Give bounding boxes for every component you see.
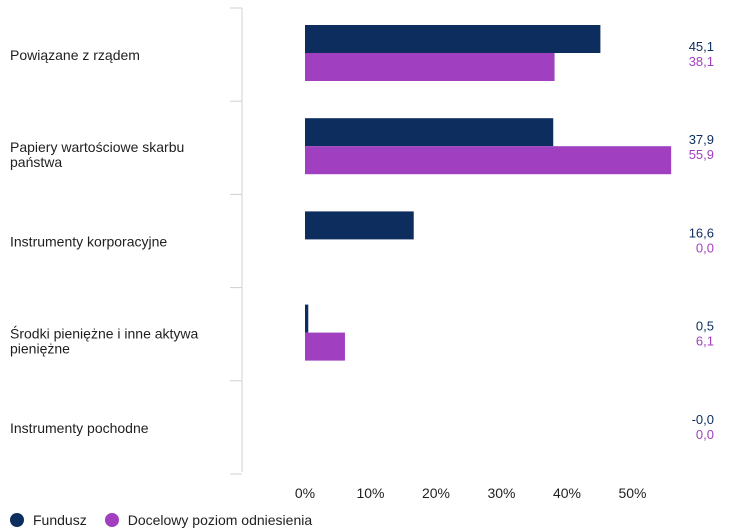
value-label-fundusz: 45,1	[689, 39, 714, 54]
bar-benchmark	[305, 332, 345, 361]
legend-item-fundusz: Fundusz	[10, 512, 87, 528]
category-label: Powiązane z rządem	[10, 47, 140, 63]
legend: Fundusz Docelowy poziom odniesienia	[10, 512, 330, 528]
bar-fundusz	[305, 304, 309, 333]
value-label-fundusz: -0,0	[692, 412, 714, 427]
category-label: Środki pieniężne i inne aktywa pieniężne	[10, 325, 199, 357]
value-label-fundusz: 37,9	[689, 132, 714, 147]
value-label-benchmark: 6,1	[696, 334, 714, 349]
bar-benchmark	[305, 53, 555, 81]
category-label-line: państwa	[10, 154, 62, 170]
category-label-line: pieniężne	[10, 341, 70, 357]
value-label-fundusz: 0,5	[696, 319, 714, 334]
x-tick-label: 0%	[295, 485, 315, 501]
x-tick-label: 10%	[356, 485, 384, 501]
legend-label-fundusz: Fundusz	[33, 512, 87, 528]
category-label-line: Papiery wartościowe skarbu	[10, 139, 184, 155]
legend-label-benchmark: Docelowy poziom odniesienia	[127, 512, 313, 528]
value-label-fundusz: 16,6	[689, 225, 714, 240]
x-tick-label: 30%	[487, 485, 515, 501]
category-label: Papiery wartościowe skarbu państwa	[10, 139, 184, 170]
value-label-benchmark: 55,9	[689, 147, 714, 162]
category-label-line: Powiązane z rządem	[10, 47, 140, 63]
value-label-benchmark: 0,0	[696, 427, 714, 442]
legend-swatch-benchmark	[104, 513, 119, 527]
x-tick-label: 50%	[618, 485, 646, 501]
x-tick-label: 20%	[422, 485, 450, 501]
category-label-line: Instrumenty korporacyjne	[10, 233, 167, 249]
bar-fundusz	[305, 118, 554, 147]
bar-fundusz	[305, 25, 601, 53]
value-label-benchmark: 38,1	[689, 54, 714, 69]
category-label: Instrumenty korporacyjne	[10, 233, 167, 249]
legend-swatch-fundusz	[10, 513, 24, 527]
category-label-line: Instrumenty pochodne	[10, 420, 149, 436]
category-label: Instrumenty pochodne	[10, 420, 149, 436]
category-label-line: Środki pieniężne i inne aktywa	[10, 325, 199, 342]
value-label-benchmark: 0,0	[696, 240, 714, 255]
x-tick-label: 40%	[553, 485, 581, 501]
bar-benchmark	[305, 146, 672, 175]
legend-item-benchmark: Docelowy poziom odniesienia	[104, 512, 313, 528]
bar-fundusz	[305, 211, 414, 240]
